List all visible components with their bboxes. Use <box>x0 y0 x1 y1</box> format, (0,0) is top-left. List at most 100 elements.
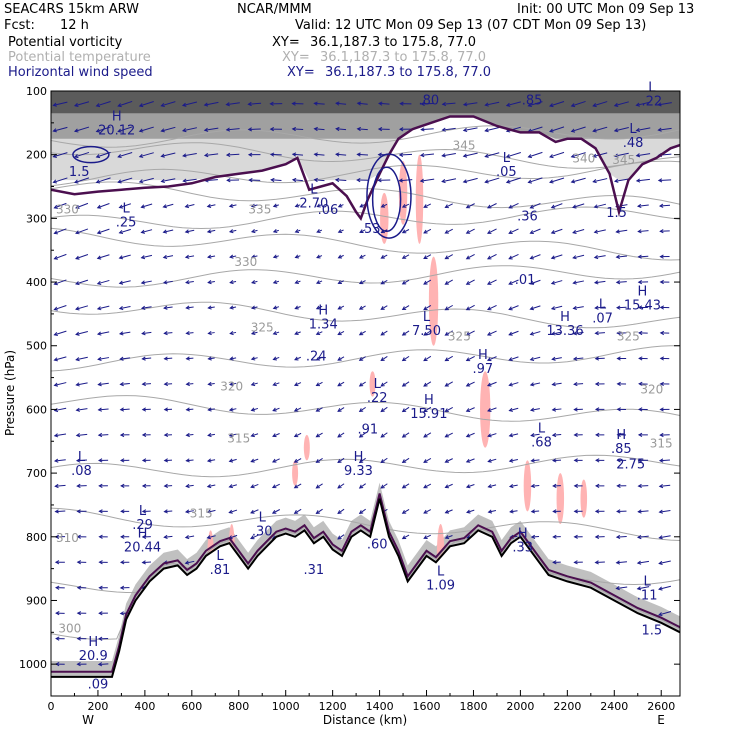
wind-vector <box>529 382 541 387</box>
theta-label: 345 <box>612 153 635 167</box>
wind-vector <box>401 330 410 336</box>
wind-vector-shaft <box>445 304 453 311</box>
wind-vector-shaft <box>614 152 629 157</box>
wind-vector-head <box>509 509 514 514</box>
wind-vector-shaft <box>208 408 215 411</box>
wind-vector-shaft <box>74 101 90 107</box>
wind-vector-shaft <box>161 152 176 157</box>
wind-vector-head <box>138 103 144 108</box>
wind-vector-head <box>270 177 275 183</box>
x-axis-east-label: E <box>657 713 665 727</box>
wind-vector-shaft <box>488 458 497 463</box>
wind-vector-head <box>423 229 428 234</box>
wind-vector <box>272 382 280 387</box>
wind-vector-head <box>316 229 321 233</box>
wind-vector-head <box>181 102 187 107</box>
wind-vector <box>315 458 323 463</box>
wind-vector-head <box>117 154 122 159</box>
extremum-mark: H <box>138 527 148 542</box>
wind-vector-shaft <box>314 153 325 156</box>
wind-vector-head <box>74 154 79 159</box>
wind-vector <box>53 330 67 337</box>
wind-vector <box>163 331 173 336</box>
wind-vector-head <box>462 179 468 184</box>
wind-vector <box>592 178 608 184</box>
wind-vector-shaft <box>594 280 606 284</box>
wind-vector <box>337 407 345 412</box>
x-tick-label: 2200 <box>553 700 581 713</box>
wind-vector-head <box>97 432 103 438</box>
wind-vector-shaft <box>120 612 130 614</box>
x-tick-label: 1200 <box>319 700 347 713</box>
wind-vector-shaft <box>185 510 194 513</box>
wind-vector <box>572 331 584 336</box>
wind-vector-head <box>572 356 578 361</box>
wind-vector-shaft <box>551 305 563 310</box>
wind-vector <box>358 305 366 310</box>
wind-vector-shaft <box>423 203 432 208</box>
wind-vector-head <box>207 356 212 361</box>
wind-vector-shaft <box>98 434 109 436</box>
wind-vector-head <box>117 103 122 108</box>
wind-vector <box>380 432 388 438</box>
wind-vector-shaft <box>229 382 237 386</box>
wind-vector-head <box>291 101 296 106</box>
wind-vector-shaft <box>208 281 215 284</box>
wind-vector-shaft <box>574 383 584 385</box>
wind-vector-shaft <box>551 331 563 335</box>
wind-vector-shaft <box>207 509 216 513</box>
wind-vector <box>637 305 648 310</box>
wind-vector-head <box>52 179 57 184</box>
wind-vector <box>530 534 540 539</box>
wind-vector <box>293 432 302 438</box>
wind-vector <box>573 458 583 463</box>
wind-vector <box>444 228 453 234</box>
wind-vector-shaft <box>337 432 345 438</box>
wind-vector-head <box>140 229 145 234</box>
wind-vector-head <box>315 331 321 336</box>
wind-vector-shaft <box>250 534 259 539</box>
wind-vector <box>637 458 649 463</box>
wind-vector-head <box>95 128 101 133</box>
wind-vector-shaft <box>463 177 478 183</box>
wind-vector-shaft <box>658 585 671 590</box>
wind-vector-head <box>335 152 340 157</box>
wind-vector <box>465 381 475 387</box>
extremum-mark: L <box>259 511 267 526</box>
wind-vector <box>423 330 432 336</box>
wind-vector <box>162 280 173 285</box>
theta-contour <box>51 495 680 640</box>
wind-vector <box>162 254 174 260</box>
wind-vector <box>616 381 627 387</box>
extremum-value: .33 <box>512 541 533 556</box>
wind-vector <box>184 203 195 209</box>
extremum-value: .30 <box>252 525 273 540</box>
wind-vector <box>293 508 302 514</box>
wind-vector-head <box>423 408 428 413</box>
wind-vector-head <box>359 229 364 234</box>
wind-vector-head <box>98 509 103 514</box>
wind-vector-shaft <box>508 279 519 285</box>
extremum-mark: H <box>478 348 488 363</box>
wind-vector-head <box>272 254 278 259</box>
wind-vector <box>595 458 605 463</box>
wind-vector-shaft <box>294 458 302 463</box>
wind-vector <box>444 458 453 463</box>
wind-vector-head <box>401 203 407 208</box>
wind-vector-shaft <box>208 332 215 334</box>
wind-vector-head <box>659 381 664 387</box>
wind-vector <box>185 407 194 412</box>
wind-vector-shaft <box>466 330 475 336</box>
wind-vector-head <box>659 432 664 438</box>
wind-vector <box>659 279 670 285</box>
wind-vector-shaft <box>316 356 323 361</box>
wind-vector-head <box>401 382 407 387</box>
wind-vector-shaft <box>76 459 87 462</box>
extremum-value: 2.70 <box>299 197 328 212</box>
extremum-value: .06 <box>318 203 339 218</box>
extremum-mark: L <box>374 377 382 392</box>
wind-vector <box>163 381 173 387</box>
wind-vector-head <box>637 458 643 463</box>
wind-vector-head <box>592 103 597 108</box>
wind-vector <box>635 178 650 183</box>
